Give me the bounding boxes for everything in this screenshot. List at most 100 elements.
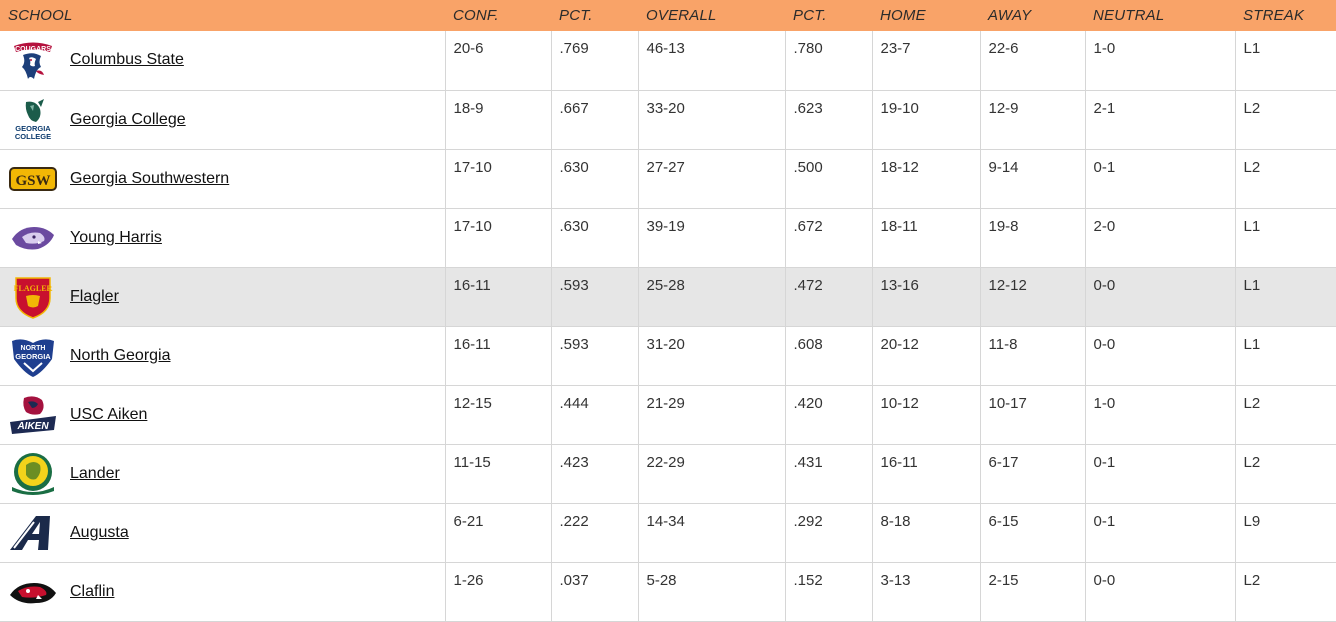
streak: L1 — [1234, 208, 1336, 267]
claflin-logo — [8, 569, 58, 615]
overall-record: 21-29 — [637, 385, 785, 444]
overall-pct: .292 — [784, 503, 872, 562]
neutral-record: 1-0 — [1084, 31, 1235, 90]
school-cell: NORTH GEORGIA North Georgia — [0, 326, 445, 385]
neutral-record: 1-0 — [1084, 385, 1235, 444]
overall-record: 25-28 — [637, 267, 785, 326]
conf-pct: .630 — [550, 149, 638, 208]
header-home[interactable]: HOME — [880, 7, 926, 24]
home-record: 18-12 — [871, 149, 980, 208]
columbus-state-cougars-logo: COUGARS — [8, 37, 58, 83]
school-cell: Claflin — [0, 562, 445, 621]
school-link[interactable]: Flagler — [70, 287, 119, 305]
home-record: 19-10 — [871, 90, 980, 149]
school-cell: Young Harris — [0, 208, 445, 267]
georgia-college-logo-text-georgia: GEORGIA — [15, 124, 51, 133]
header-neutral[interactable]: NEUTRAL — [1093, 7, 1165, 24]
header-overall[interactable]: OVERALL — [646, 7, 717, 24]
georgia-college-logo-text-college: COLLEGE — [15, 132, 51, 141]
school-link[interactable]: North Georgia — [70, 346, 171, 364]
header-school[interactable]: SCHOOL — [8, 7, 73, 24]
school-link[interactable]: Georgia College — [70, 110, 186, 128]
header-away[interactable]: AWAY — [988, 7, 1032, 24]
away-record: 9-14 — [979, 149, 1085, 208]
away-record: 11-8 — [979, 326, 1085, 385]
gsw-logo: GSW — [8, 156, 58, 202]
flagler-saints-logo: FLAGLER — [8, 274, 58, 320]
away-record: 12-9 — [979, 90, 1085, 149]
away-record: 6-17 — [979, 444, 1085, 503]
overall-pct: .500 — [784, 149, 872, 208]
away-record: 2-15 — [979, 562, 1085, 621]
school-link[interactable]: Claflin — [70, 582, 115, 600]
school-link[interactable]: Young Harris — [70, 228, 162, 246]
neutral-record: 0-1 — [1084, 503, 1235, 562]
school-link[interactable]: Georgia Southwestern — [70, 169, 230, 187]
conf-pct: .769 — [550, 31, 638, 90]
overall-record: 46-13 — [637, 31, 785, 90]
header-pct[interactable]: PCT. — [559, 7, 593, 24]
table-row: Claflin 1-26 .037 5-28 .152 3-13 2-15 0-… — [0, 562, 1336, 621]
georgia-college-logo: GEORGIA COLLEGE — [8, 97, 58, 143]
conf-record: 6-21 — [444, 503, 551, 562]
header-row: SCHOOL CONF. PCT. OVERALL PCT. HOME AWAY… — [0, 0, 1336, 31]
conf-record: 12-15 — [444, 385, 551, 444]
neutral-record: 2-1 — [1084, 90, 1235, 149]
overall-pct: .420 — [784, 385, 872, 444]
north-georgia-logo-text-north: NORTH — [21, 345, 46, 352]
home-record: 8-18 — [871, 503, 980, 562]
overall-pct: .608 — [784, 326, 872, 385]
overall-record: 39-19 — [637, 208, 785, 267]
streak: L2 — [1234, 444, 1336, 503]
streak: L1 — [1234, 267, 1336, 326]
school-link[interactable]: USC Aiken — [70, 405, 148, 423]
usc-aiken-logo-text: AIKEN — [16, 421, 49, 432]
conf-record: 16-11 — [444, 267, 551, 326]
home-record: 18-11 — [871, 208, 980, 267]
gsw-logo-text: GSW — [15, 173, 50, 189]
conf-pct: .423 — [550, 444, 638, 503]
home-record: 20-12 — [871, 326, 980, 385]
streak: L2 — [1234, 90, 1336, 149]
school-cell: Augusta — [0, 503, 445, 562]
away-record: 22-6 — [979, 31, 1085, 90]
columbus-state-logo-text: COUGARS — [15, 46, 51, 53]
overall-pct: .672 — [784, 208, 872, 267]
header-conf[interactable]: CONF. — [453, 7, 499, 24]
overall-record: 33-20 — [637, 90, 785, 149]
usc-aiken-logo: AIKEN — [8, 392, 58, 438]
school-link[interactable]: Lander — [70, 464, 120, 482]
school-link[interactable]: Augusta — [70, 523, 129, 541]
lander-logo — [8, 451, 58, 497]
streak: L1 — [1234, 31, 1336, 90]
school-cell: FLAGLER Flagler — [0, 267, 445, 326]
north-georgia-logo: NORTH GEORGIA — [8, 333, 58, 379]
header-streak[interactable]: STREAK — [1243, 7, 1305, 24]
neutral-record: 0-0 — [1084, 326, 1235, 385]
table-row: GEORGIA COLLEGE Georgia College 18-9 .66… — [0, 90, 1336, 149]
overall-pct: .623 — [784, 90, 872, 149]
conf-pct: .630 — [550, 208, 638, 267]
table-row: COUGARS Columbus State 20-6 .769 46-13 .… — [0, 31, 1336, 90]
streak: L1 — [1234, 326, 1336, 385]
neutral-record: 0-1 — [1084, 149, 1235, 208]
overall-pct: .472 — [784, 267, 872, 326]
overall-pct: .780 — [784, 31, 872, 90]
conf-record: 1-26 — [444, 562, 551, 621]
school-link[interactable]: Columbus State — [70, 51, 184, 69]
overall-record: 27-27 — [637, 149, 785, 208]
streak: L2 — [1234, 149, 1336, 208]
overall-record: 31-20 — [637, 326, 785, 385]
neutral-record: 0-0 — [1084, 267, 1235, 326]
school-cell: COUGARS Columbus State — [0, 31, 445, 90]
north-georgia-logo-text-georgia: GEORGIA — [15, 352, 51, 361]
table-row: GSW Georgia Southwestern 17-10 .630 27-2… — [0, 149, 1336, 208]
school-cell: GSW Georgia Southwestern — [0, 149, 445, 208]
conf-pct: .037 — [550, 562, 638, 621]
streak: L2 — [1234, 385, 1336, 444]
school-cell: Lander — [0, 444, 445, 503]
table-row: Augusta 6-21 .222 14-34 .292 8-18 6-15 0… — [0, 503, 1336, 562]
overall-pct: .152 — [784, 562, 872, 621]
header-overall-pct[interactable]: PCT. — [793, 7, 827, 24]
neutral-record: 0-0 — [1084, 562, 1235, 621]
